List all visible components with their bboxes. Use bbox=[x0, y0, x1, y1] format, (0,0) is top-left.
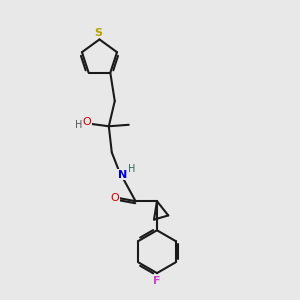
Text: H: H bbox=[75, 120, 83, 130]
Text: N: N bbox=[118, 170, 127, 180]
Text: H: H bbox=[128, 164, 135, 174]
Text: O: O bbox=[83, 117, 92, 127]
Text: O: O bbox=[110, 193, 119, 203]
Text: S: S bbox=[94, 28, 102, 38]
Text: F: F bbox=[153, 276, 161, 286]
